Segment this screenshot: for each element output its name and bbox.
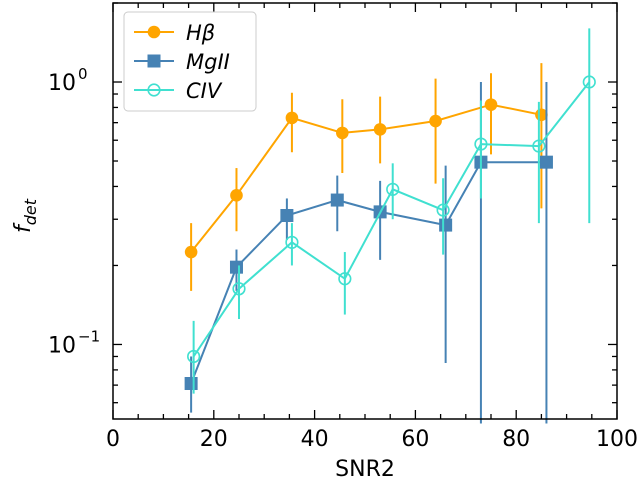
data-point	[436, 203, 450, 217]
legend-item: CIV	[134, 79, 223, 103]
x-tick-label: 60	[401, 427, 429, 452]
legend-marker	[147, 54, 161, 68]
data-point	[187, 349, 201, 364]
plot-frame	[112, 2, 618, 420]
x-tick-label: 0	[106, 427, 120, 452]
x-axis-label: SNR2	[335, 457, 395, 482]
series-2	[187, 28, 596, 394]
data-point	[539, 155, 553, 169]
legend-label: MgII	[186, 50, 230, 74]
data-point	[285, 235, 299, 249]
data-point	[184, 245, 198, 259]
legend-item: MgII	[134, 50, 230, 74]
data-point	[280, 209, 294, 223]
series-line	[192, 81, 591, 358]
y-tick-label-exponent: 0	[78, 65, 88, 83]
x-tick-label: 80	[502, 427, 530, 452]
axis-labels: SNR2 fdet	[11, 198, 395, 482]
data-point	[474, 137, 488, 151]
data-point	[230, 189, 243, 202]
data-point	[582, 75, 596, 89]
y-axis-label: fdet	[11, 198, 40, 233]
legend-marker	[147, 25, 161, 39]
x-tick-label: 40	[301, 427, 329, 452]
series-line	[190, 103, 542, 253]
data-point	[232, 282, 246, 296]
series-1	[184, 82, 553, 424]
y-axis-label-sub: det	[21, 198, 40, 225]
y-axis-label-main: f	[11, 222, 36, 233]
series-line	[190, 161, 547, 384]
series-0	[184, 63, 548, 291]
data-point	[484, 98, 498, 111]
data-point	[338, 272, 352, 286]
data-point	[532, 139, 546, 153]
x-tick-label: 100	[596, 427, 638, 452]
data-point	[336, 126, 349, 140]
data-point	[330, 193, 344, 207]
data-point	[229, 260, 243, 274]
legend-label: CIV	[186, 79, 223, 103]
data-point	[184, 377, 198, 391]
data-point	[429, 114, 442, 128]
y-tick-label: 10	[48, 71, 76, 96]
y-tick-label-exponent: −1	[78, 327, 100, 345]
legend-item: Hβ	[134, 21, 215, 45]
y-tick-label: 10	[48, 333, 76, 358]
data-point	[439, 218, 453, 232]
legend-marker	[147, 83, 161, 97]
legend-label: Hβ	[186, 21, 215, 45]
data-point	[386, 182, 400, 196]
data-point	[285, 111, 299, 125]
x-tick-label: 20	[200, 427, 228, 452]
plot-series	[184, 28, 596, 424]
data-point	[373, 123, 387, 136]
legend: Hβ MgII CIV	[123, 11, 257, 112]
